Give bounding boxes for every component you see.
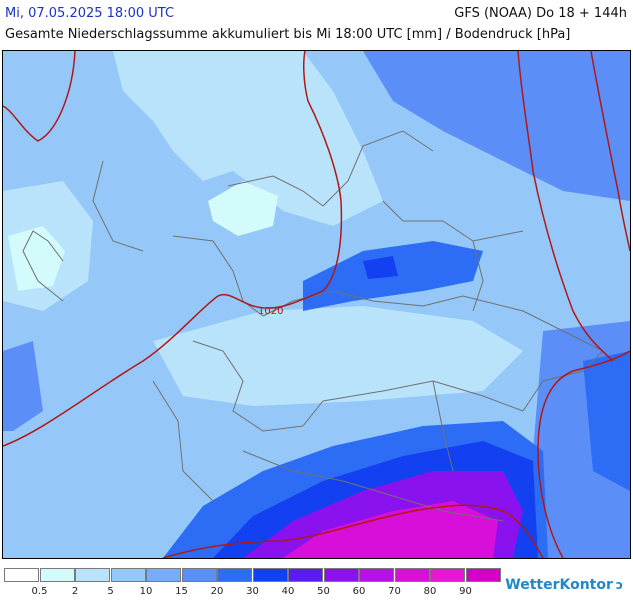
legend-label: 80	[423, 586, 437, 597]
model-run-label: GFS (NOAA) Do 18 + 144h	[454, 6, 627, 21]
south-max-zone	[283, 501, 498, 558]
legend-swatch	[217, 568, 252, 582]
legend-label: 5	[107, 586, 114, 597]
isobars	[3, 51, 630, 558]
country-borders	[22, 130, 604, 522]
date-label: Mi, 07.05.2025 18:00 UTC	[5, 6, 175, 21]
legend-label: 0.5	[31, 586, 48, 597]
wetterkontor-logo: WetterKontor ↄ	[505, 577, 623, 593]
legend-swatch	[430, 568, 465, 582]
legend-swatch	[252, 568, 288, 582]
legend-label: 2	[71, 586, 79, 597]
heavy-east-edge	[583, 351, 630, 491]
moderate-west-edge	[3, 341, 43, 431]
legend-label: 70	[388, 586, 401, 597]
legend-label: 50	[317, 586, 330, 597]
legend-label: 40	[281, 586, 295, 597]
isobar-value-label: 1020	[258, 306, 283, 317]
legend-swatch	[359, 568, 394, 582]
swirl-logo-icon: ↄ	[615, 578, 623, 592]
legend-swatch	[75, 568, 110, 582]
light-precip-north	[113, 51, 383, 226]
moderate-band-east	[363, 51, 630, 201]
legend-label: 20	[210, 586, 224, 597]
legend-label: 15	[175, 586, 188, 597]
legend-swatch	[110, 568, 146, 582]
legend-swatch	[146, 568, 181, 582]
map-title: Gesamte Niederschlagssumme akkumuliert b…	[5, 27, 571, 42]
legend-swatch	[394, 568, 430, 582]
very-light-uk	[8, 226, 65, 291]
legend-label: 90	[459, 586, 472, 597]
legend-swatch	[465, 568, 501, 582]
header: Mi, 07.05.2025 18:00 UTC GFS (NOAA) Do 1…	[0, 0, 633, 50]
heavy-core-center	[363, 256, 398, 279]
legend-swatch	[4, 568, 39, 582]
brand-name: WetterKontor	[505, 577, 613, 593]
precipitation-map: 1020	[2, 50, 631, 559]
legend-swatch	[288, 568, 323, 582]
legend-label: 60	[352, 586, 366, 597]
very-light-north-sea	[208, 181, 278, 236]
legend-label: 10	[139, 586, 153, 597]
legend-label: 30	[246, 586, 259, 597]
legend-swatch	[39, 568, 75, 582]
map-canvas: 1020	[3, 51, 630, 558]
legend-swatch	[323, 568, 359, 582]
legend-swatch	[181, 568, 217, 582]
